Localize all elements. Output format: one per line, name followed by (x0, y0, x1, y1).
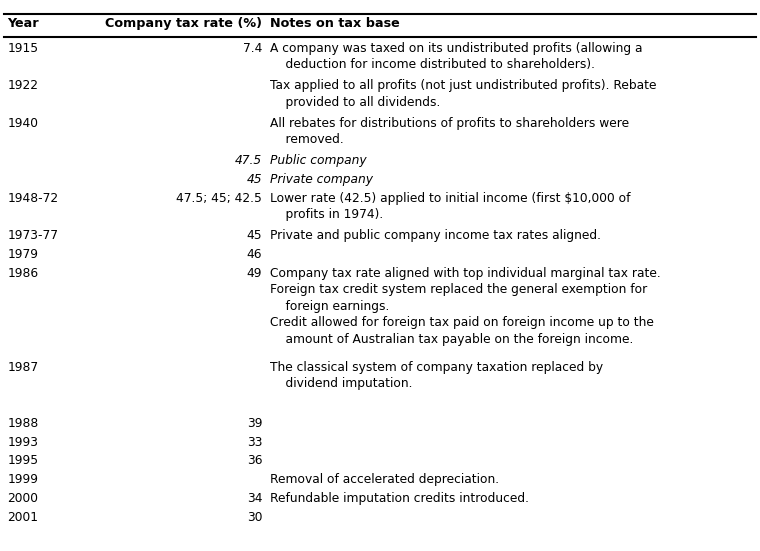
Text: Lower rate (42.5) applied to initial income (first $10,000 of
    profits in 197: Lower rate (42.5) applied to initial inc… (270, 192, 630, 222)
Text: All rebates for distributions of profits to shareholders were
    removed.: All rebates for distributions of profits… (270, 117, 629, 147)
Text: Company tax rate (%): Company tax rate (%) (105, 17, 262, 30)
Text: 45: 45 (246, 229, 262, 242)
Text: 30: 30 (247, 511, 262, 523)
Text: Public company: Public company (270, 154, 366, 168)
Text: 47.5; 45; 42.5: 47.5; 45; 42.5 (176, 192, 262, 205)
Text: Removal of accelerated depreciation.: Removal of accelerated depreciation. (270, 473, 499, 486)
Text: Private and public company income tax rates aligned.: Private and public company income tax ra… (270, 229, 601, 242)
Text: 1973-77: 1973-77 (8, 229, 59, 242)
Text: 45: 45 (247, 173, 262, 186)
Text: 36: 36 (247, 455, 262, 467)
Text: Tax applied to all profits (not just undistributed profits). Rebate
    provided: Tax applied to all profits (not just und… (270, 79, 657, 109)
Text: 1979: 1979 (8, 248, 39, 261)
Text: 46: 46 (247, 248, 262, 261)
Text: Private company: Private company (270, 173, 373, 186)
Text: 1940: 1940 (8, 117, 39, 130)
Text: 1999: 1999 (8, 473, 39, 486)
Text: 7.4: 7.4 (243, 42, 262, 55)
Text: Refundable imputation credits introduced.: Refundable imputation credits introduced… (270, 492, 529, 505)
Text: 49: 49 (247, 267, 262, 280)
Text: 1986: 1986 (8, 267, 39, 280)
Text: 39: 39 (247, 417, 262, 430)
Text: 47.5: 47.5 (235, 154, 262, 168)
Text: A company was taxed on its undistributed profits (allowing a
    deduction for i: A company was taxed on its undistributed… (270, 42, 642, 71)
Text: The classical system of company taxation replaced by
    dividend imputation.: The classical system of company taxation… (270, 360, 603, 407)
Text: 1987: 1987 (8, 360, 39, 374)
Text: 1988: 1988 (8, 417, 39, 430)
Text: Notes on tax base: Notes on tax base (270, 17, 400, 30)
Text: 2000: 2000 (8, 492, 39, 505)
Text: 1915: 1915 (8, 42, 39, 55)
Text: Company tax rate aligned with top individual marginal tax rate.
Foreign tax cred: Company tax rate aligned with top indivi… (270, 267, 660, 346)
Text: 1995: 1995 (8, 455, 39, 467)
Text: Year: Year (8, 17, 40, 30)
Text: 1993: 1993 (8, 436, 39, 449)
Text: 2001: 2001 (8, 511, 39, 523)
Text: 33: 33 (247, 436, 262, 449)
Text: 1922: 1922 (8, 79, 39, 93)
Text: 34: 34 (247, 492, 262, 505)
Text: 1948-72: 1948-72 (8, 192, 59, 205)
